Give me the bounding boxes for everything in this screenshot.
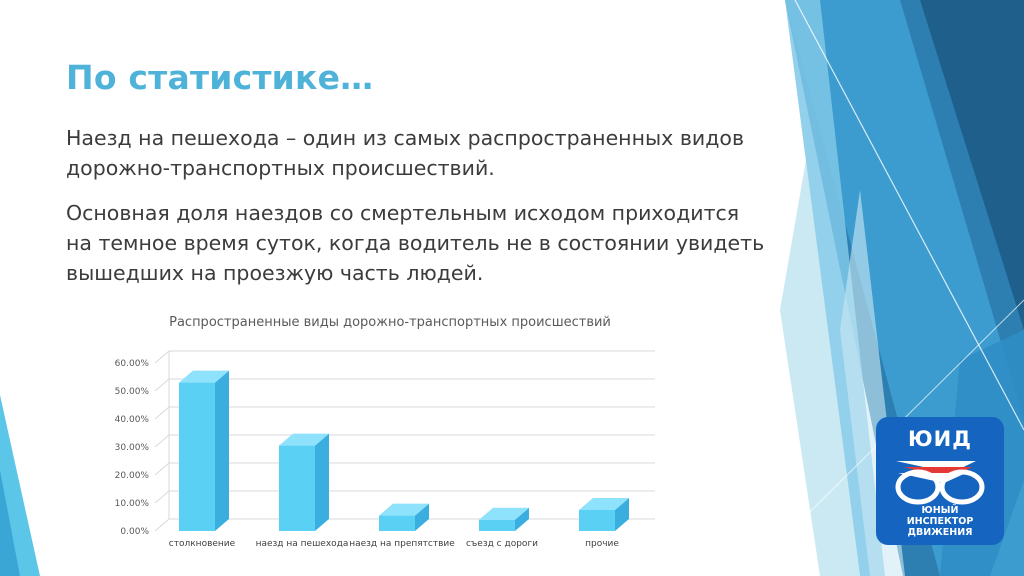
bar xyxy=(179,382,215,531)
y-tick-label: 10.00% xyxy=(115,499,150,509)
x-tick-label: наезд на пешехода xyxy=(256,539,349,549)
paragraph-1: Наезд на пешехода – один из самых распро… xyxy=(66,126,745,180)
x-tick-label: съезд с дороги xyxy=(466,539,538,549)
chart-plot: 0.00% 10.00% 20.00% 30.00% 40.00% 50.00% 60.00… xyxy=(115,350,655,549)
logo-line-3: ДВИЖЕНИЯ xyxy=(907,527,973,538)
gridline-wall xyxy=(154,350,170,364)
gridline-wall xyxy=(154,406,170,420)
gridline-wall xyxy=(154,378,170,392)
gridline-wall xyxy=(154,490,170,504)
y-tick-label: 0.00% xyxy=(120,527,149,537)
chart-title: Распространенные виды дорожно-транспортн… xyxy=(169,315,611,330)
x-tick-label: наезд на препятствие xyxy=(349,539,455,549)
logo-wheel-left xyxy=(895,469,941,505)
bar-top xyxy=(479,507,529,520)
logo-wheel-right xyxy=(939,469,985,505)
bar-top xyxy=(179,370,229,383)
y-tick-label: 20.00% xyxy=(115,471,150,481)
x-tick-label: прочие xyxy=(585,539,619,549)
bar-side xyxy=(315,433,329,531)
y-tick-label: 60.00% xyxy=(115,359,150,369)
gridline-wall xyxy=(154,462,170,476)
gridline-wall xyxy=(154,434,170,448)
deco-line-1 xyxy=(794,0,1024,431)
bar xyxy=(579,510,615,531)
bar-top xyxy=(279,433,329,446)
logo-subtitle: ЮНЫЙ ИНСПЕКТОР ДВИЖЕНИЯ xyxy=(876,505,1004,538)
y-tick-label: 30.00% xyxy=(115,443,150,453)
y-tick-label: 40.00% xyxy=(115,415,150,425)
bar-top xyxy=(379,503,429,516)
logo-line-1: ЮНЫЙ xyxy=(921,505,959,516)
bar xyxy=(279,445,315,531)
gridline-wall xyxy=(154,518,170,532)
bar-side xyxy=(215,370,229,531)
bar-side xyxy=(615,498,629,531)
bicycle-icon xyxy=(895,461,985,505)
y-tick-label: 50.00% xyxy=(115,387,150,397)
logo-line-2: ИНСПЕКТОР xyxy=(906,516,974,527)
x-tick-label: столкновение xyxy=(169,539,236,549)
deco-panel-top xyxy=(920,0,1024,330)
deco-stripe-pale xyxy=(780,160,860,576)
deco-left-triangle-inner xyxy=(0,470,20,576)
bar-top xyxy=(579,498,629,510)
chart: Распространенные виды дорожно-транспортн… xyxy=(110,305,670,555)
bar-side xyxy=(415,503,429,531)
slide-title: По статистике… xyxy=(66,58,374,97)
bar-side xyxy=(515,507,529,531)
paragraph-2: Основная доля наездов со смертельным исх… xyxy=(66,201,765,285)
logo-top-text: ЮИД xyxy=(908,427,972,451)
yuid-logo: ЮИД ЮНЫЙ ИНСПЕКТОР ДВИЖЕНИЯ xyxy=(876,417,1004,545)
bar xyxy=(379,515,415,531)
bar xyxy=(479,519,515,531)
